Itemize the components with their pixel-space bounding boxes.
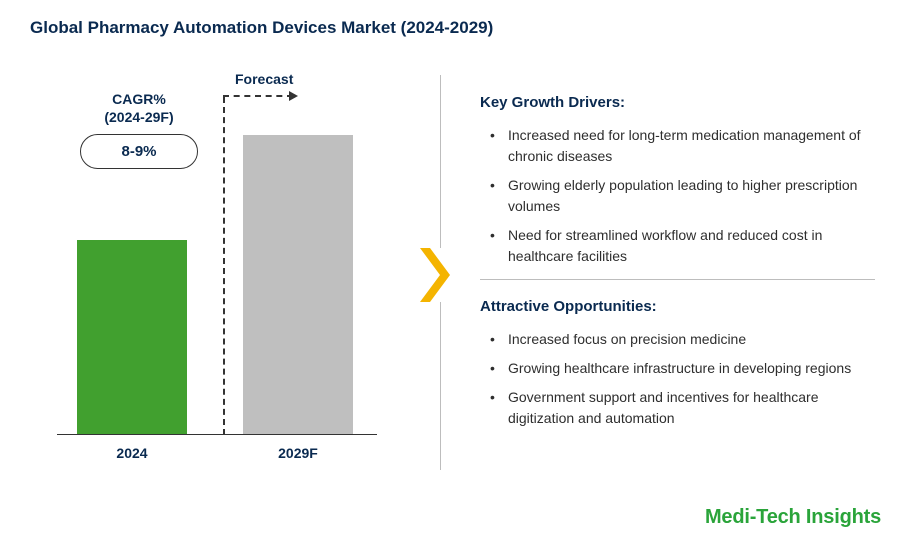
list-item: Increased focus on precision medicine xyxy=(490,329,880,350)
list-item: Government support and incentives for he… xyxy=(490,387,880,429)
page-title: Global Pharmacy Automation Devices Marke… xyxy=(30,18,493,38)
list-item: Increased need for long-term medication … xyxy=(490,125,880,167)
horizontal-divider xyxy=(480,279,875,280)
chevron-right-icon xyxy=(416,248,456,302)
brand-logo: Medi-Tech Insights xyxy=(705,506,881,529)
opportunities-list: Increased focus on precision medicine Gr… xyxy=(490,329,880,429)
cagr-value-pill: 8-9% xyxy=(80,134,198,169)
list-item: Need for streamlined workflow and reduce… xyxy=(490,225,880,267)
cagr-label-line2: (2024-29F) xyxy=(104,109,173,125)
drivers-list: Increased need for long-term medication … xyxy=(490,125,880,267)
bar-chart: Forecast CAGR% (2024-29F) 8-9% 2024 2029… xyxy=(45,85,385,465)
x-label-2024: 2024 xyxy=(77,445,187,461)
forecast-arrow-line xyxy=(223,95,293,97)
forecast-label: Forecast xyxy=(235,71,293,87)
list-item: Growing healthcare infrastructure in dev… xyxy=(490,358,880,379)
list-item: Growing elderly population leading to hi… xyxy=(490,175,880,217)
right-column: Key Growth Drivers: Increased need for l… xyxy=(480,94,880,439)
bar-2029f xyxy=(243,135,353,435)
forecast-arrow-head-icon xyxy=(289,91,298,101)
x-label-2029f: 2029F xyxy=(243,445,353,461)
forecast-divider-line xyxy=(223,97,225,435)
cagr-label: CAGR% (2024-29F) xyxy=(69,91,209,126)
drivers-heading: Key Growth Drivers: xyxy=(480,94,880,111)
x-axis xyxy=(57,434,377,435)
cagr-block: CAGR% (2024-29F) 8-9% xyxy=(69,91,209,169)
bar-2024 xyxy=(77,240,187,435)
opportunities-heading: Attractive Opportunities: xyxy=(480,298,880,315)
cagr-label-line1: CAGR% xyxy=(112,91,166,107)
